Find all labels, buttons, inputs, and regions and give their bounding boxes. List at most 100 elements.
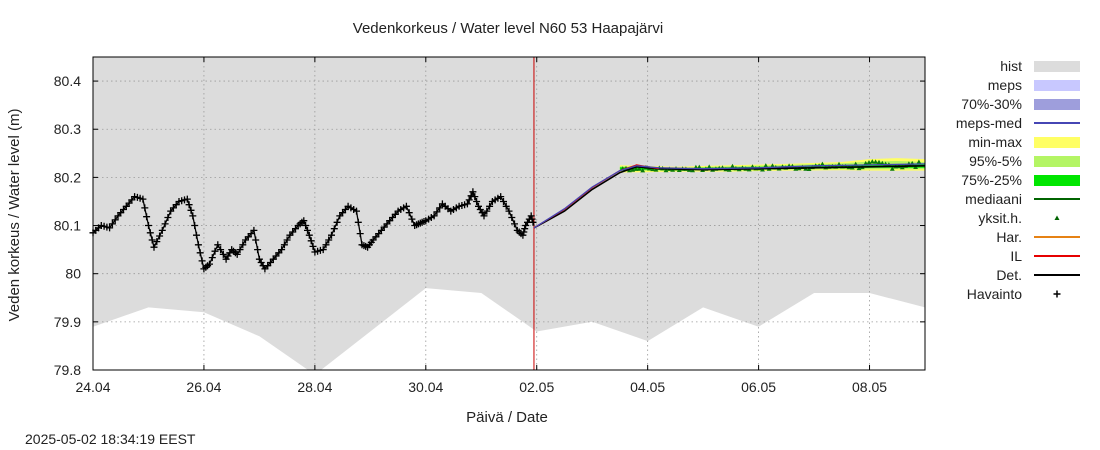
x-tick-label: 02.05: [519, 379, 554, 395]
observation-marker: [305, 231, 313, 239]
observation-marker: [508, 214, 516, 221]
legend-label: yksit.h.: [978, 210, 1022, 226]
observation-marker: [511, 220, 518, 228]
observation-marker: [471, 193, 479, 201]
observation-marker: [354, 218, 362, 226]
observation-marker: [408, 215, 416, 223]
observation-marker: [520, 228, 528, 236]
observation-marker: [304, 226, 311, 234]
observation-marker: [191, 222, 199, 229]
single-member-marker: [653, 167, 659, 172]
observation-marker: [233, 250, 241, 258]
observation-marker: [196, 249, 204, 257]
observation-marker: [217, 246, 225, 254]
x-tick-label: 28.04: [297, 379, 332, 395]
legend-label: meps-med: [956, 115, 1022, 131]
observation-marker: [250, 226, 258, 234]
x-tick-label: 26.04: [186, 379, 221, 395]
observation-marker: [141, 204, 149, 212]
legend-label: Havainto: [967, 286, 1022, 302]
legend-swatch: [1054, 215, 1060, 220]
legend-label: Det.: [996, 267, 1022, 283]
observation-markers: [89, 188, 537, 273]
observation-marker: [330, 225, 338, 233]
y-tick-label: 80.2: [54, 169, 81, 185]
x-axis: 24.04 26.04 28.04 30.04 02.05 04.05 06.05 08.05: [75, 57, 887, 395]
x-axis-title: Päivä / Date: [466, 409, 548, 426]
observation-marker: [283, 236, 291, 244]
hist-band: [93, 288, 925, 375]
single-member-marker: [913, 164, 918, 169]
observation-marker: [148, 236, 156, 244]
observation-marker: [528, 215, 536, 223]
legend-entry: IL: [1010, 248, 1080, 264]
y-tick-label: 80.1: [54, 218, 81, 234]
observation-marker: [402, 202, 410, 210]
chart-title: Vedenkorkeus / Water level N60 53 Haapaj…: [353, 20, 663, 37]
observation-marker: [529, 218, 537, 226]
x-tick-label: 06.05: [741, 379, 776, 395]
observation-marker: [150, 243, 158, 251]
observation-marker: [189, 212, 197, 220]
legend-swatch: [1034, 61, 1080, 72]
observation-marker: [278, 246, 286, 254]
single-member-marker: [663, 167, 669, 173]
observation-marker: [164, 214, 172, 221]
observation-marker: [353, 207, 360, 215]
observation-marker: [302, 222, 310, 229]
observation-marker: [433, 208, 441, 216]
observation-marker: [483, 207, 491, 215]
legend-entry: 95%-5%: [969, 153, 1080, 169]
single-member-marker: [640, 168, 646, 173]
legend-swatch: [1034, 99, 1080, 110]
single-member-marker: [869, 159, 875, 164]
observation-marker: [108, 220, 116, 228]
y-axis-title: Veden korkeus / Water level (m): [6, 109, 23, 322]
observation-marker: [300, 217, 308, 225]
observation-marker: [187, 206, 195, 214]
legend-label: 95%-5%: [969, 153, 1022, 169]
y-tick-label: 80: [65, 266, 81, 282]
observation-marker: [206, 260, 213, 268]
x-tick-label: 08.05: [852, 379, 887, 395]
observation-marker: [527, 212, 535, 220]
observation-marker: [153, 238, 161, 246]
observation-marker: [500, 198, 507, 205]
legend-swatch: [1034, 80, 1080, 91]
timestamp: 2025-05-02 18:34:19 EEST: [25, 431, 196, 447]
observation-marker: [519, 231, 527, 239]
y-axis: 79.8 79.9 80 80.1 80.2 80.3 80.4: [54, 73, 925, 378]
meps-med-line: [533, 163, 926, 229]
legend-entry: Det.: [996, 267, 1080, 283]
observation-marker: [156, 232, 164, 240]
legend-entry: hist: [1000, 58, 1080, 74]
legend-label: Har.: [996, 229, 1022, 245]
legend-entry: Havainto: [967, 286, 1061, 302]
observation-marker: [463, 200, 471, 208]
observation-marker: [505, 207, 513, 215]
observation-marker: [185, 201, 193, 209]
single-member-marker: [770, 163, 775, 168]
single-member-marker: [636, 166, 642, 171]
plot-area: [89, 56, 926, 375]
observation-marker: [111, 216, 119, 224]
legend: hist meps 70%-30% meps-med min-max 95%-5% 75%-…: [956, 58, 1080, 302]
observation-marker: [219, 250, 227, 258]
observation-marker: [467, 192, 475, 200]
observation-marker: [158, 226, 166, 234]
observation-marker: [480, 212, 488, 220]
observation-marker: [328, 231, 335, 239]
y-tick-label: 80.3: [54, 121, 81, 137]
observation-marker: [521, 225, 529, 233]
legend-label: 70%-30%: [961, 96, 1022, 112]
observation-marker: [194, 241, 202, 249]
observation-marker: [486, 202, 494, 210]
legend-swatch: [1053, 290, 1061, 298]
observation-marker: [325, 236, 333, 244]
legend-swatch: [1034, 175, 1080, 186]
y-tick-label: 79.9: [54, 314, 81, 330]
observation-marker: [436, 204, 444, 212]
observation-marker: [405, 209, 413, 217]
x-tick-label: 24.04: [75, 379, 110, 395]
